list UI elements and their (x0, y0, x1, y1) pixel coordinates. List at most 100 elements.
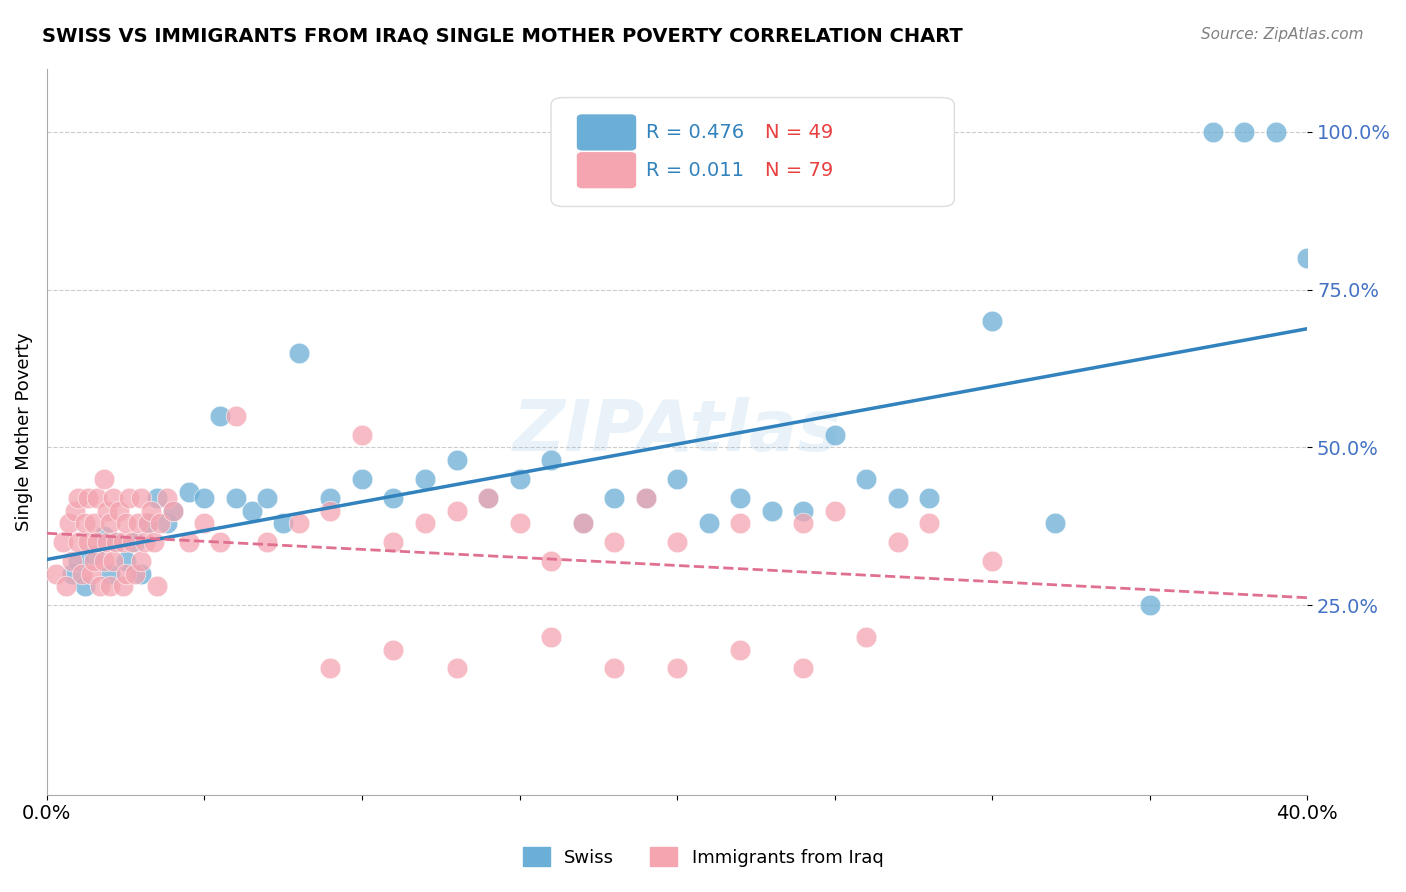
Point (855, 630, 877, 644)
Point (1043, 516, 1066, 531)
Point (96, 503, 118, 517)
Point (127, 516, 149, 531)
Legend: Swiss, Immigrants from Iraq: Swiss, Immigrants from Iraq (516, 840, 890, 874)
Point (792, 503, 814, 517)
Point (319, 491, 342, 505)
Point (792, 516, 814, 531)
Point (76, 491, 98, 505)
Point (105, 535, 128, 549)
Text: N = 79: N = 79 (765, 161, 834, 179)
Point (728, 491, 751, 505)
Point (124, 535, 146, 549)
Point (156, 516, 179, 531)
Point (918, 491, 941, 505)
Point (824, 427, 846, 442)
Point (124, 566, 146, 581)
Point (177, 535, 200, 549)
Point (240, 503, 263, 517)
Point (136, 516, 159, 531)
Point (83, 554, 105, 568)
Point (603, 535, 626, 549)
Point (143, 535, 166, 549)
Point (1202, 125, 1225, 139)
FancyBboxPatch shape (578, 153, 636, 187)
Point (101, 491, 124, 505)
Point (1296, 251, 1319, 265)
Point (918, 516, 941, 531)
Point (886, 535, 908, 549)
Point (446, 453, 468, 467)
Point (52, 535, 75, 549)
Text: SWISS VS IMMIGRANTS FROM IRAQ SINGLE MOTHER POVERTY CORRELATION CHART: SWISS VS IMMIGRANTS FROM IRAQ SINGLE MOT… (42, 27, 963, 45)
Point (256, 491, 278, 505)
Point (540, 453, 562, 467)
Point (193, 516, 215, 531)
Point (73, 579, 96, 593)
Point (162, 503, 184, 517)
Point (131, 554, 153, 568)
Text: R = 0.011: R = 0.011 (645, 161, 744, 179)
Point (93, 554, 115, 568)
Point (67, 554, 90, 568)
Point (134, 535, 156, 549)
Point (761, 503, 783, 517)
Point (571, 516, 593, 531)
Point (118, 491, 141, 505)
Point (319, 661, 342, 675)
Point (146, 579, 169, 593)
Point (86, 535, 108, 549)
Point (824, 503, 846, 517)
Point (413, 516, 436, 531)
Point (108, 503, 131, 517)
Y-axis label: Single Mother Poverty: Single Mother Poverty (15, 333, 32, 531)
Point (73, 516, 96, 531)
Point (83, 516, 105, 531)
Point (67, 535, 90, 549)
Point (98, 516, 121, 531)
Point (98, 566, 121, 581)
Point (792, 661, 814, 675)
Point (697, 516, 720, 531)
Point (60, 554, 83, 568)
Point (114, 566, 136, 581)
Point (728, 516, 751, 531)
Text: R = 0.476: R = 0.476 (645, 123, 744, 142)
Point (382, 535, 405, 549)
Point (477, 491, 499, 505)
FancyBboxPatch shape (551, 97, 955, 207)
Point (111, 535, 134, 549)
Point (83, 548, 105, 562)
Point (1264, 125, 1286, 139)
Point (65, 503, 87, 517)
Point (350, 472, 373, 486)
Point (571, 516, 593, 531)
Point (111, 579, 134, 593)
Point (271, 516, 294, 531)
Point (131, 566, 153, 581)
Point (114, 554, 136, 568)
Point (446, 503, 468, 517)
Point (58, 516, 80, 531)
Point (350, 427, 373, 442)
Point (382, 642, 405, 657)
Point (225, 409, 247, 423)
Point (855, 472, 877, 486)
Point (80, 566, 103, 581)
Point (209, 409, 232, 423)
Point (162, 503, 184, 517)
Point (509, 472, 531, 486)
Point (446, 661, 468, 675)
Text: ZIPAtlas: ZIPAtlas (513, 397, 841, 467)
Point (93, 529, 115, 543)
Point (666, 661, 689, 675)
Point (131, 491, 153, 505)
Point (981, 314, 1004, 328)
Point (96, 535, 118, 549)
Point (76, 535, 98, 549)
Point (89, 579, 111, 593)
Point (60, 566, 83, 581)
Point (256, 535, 278, 549)
Point (540, 630, 562, 644)
Point (319, 503, 342, 517)
Point (413, 472, 436, 486)
